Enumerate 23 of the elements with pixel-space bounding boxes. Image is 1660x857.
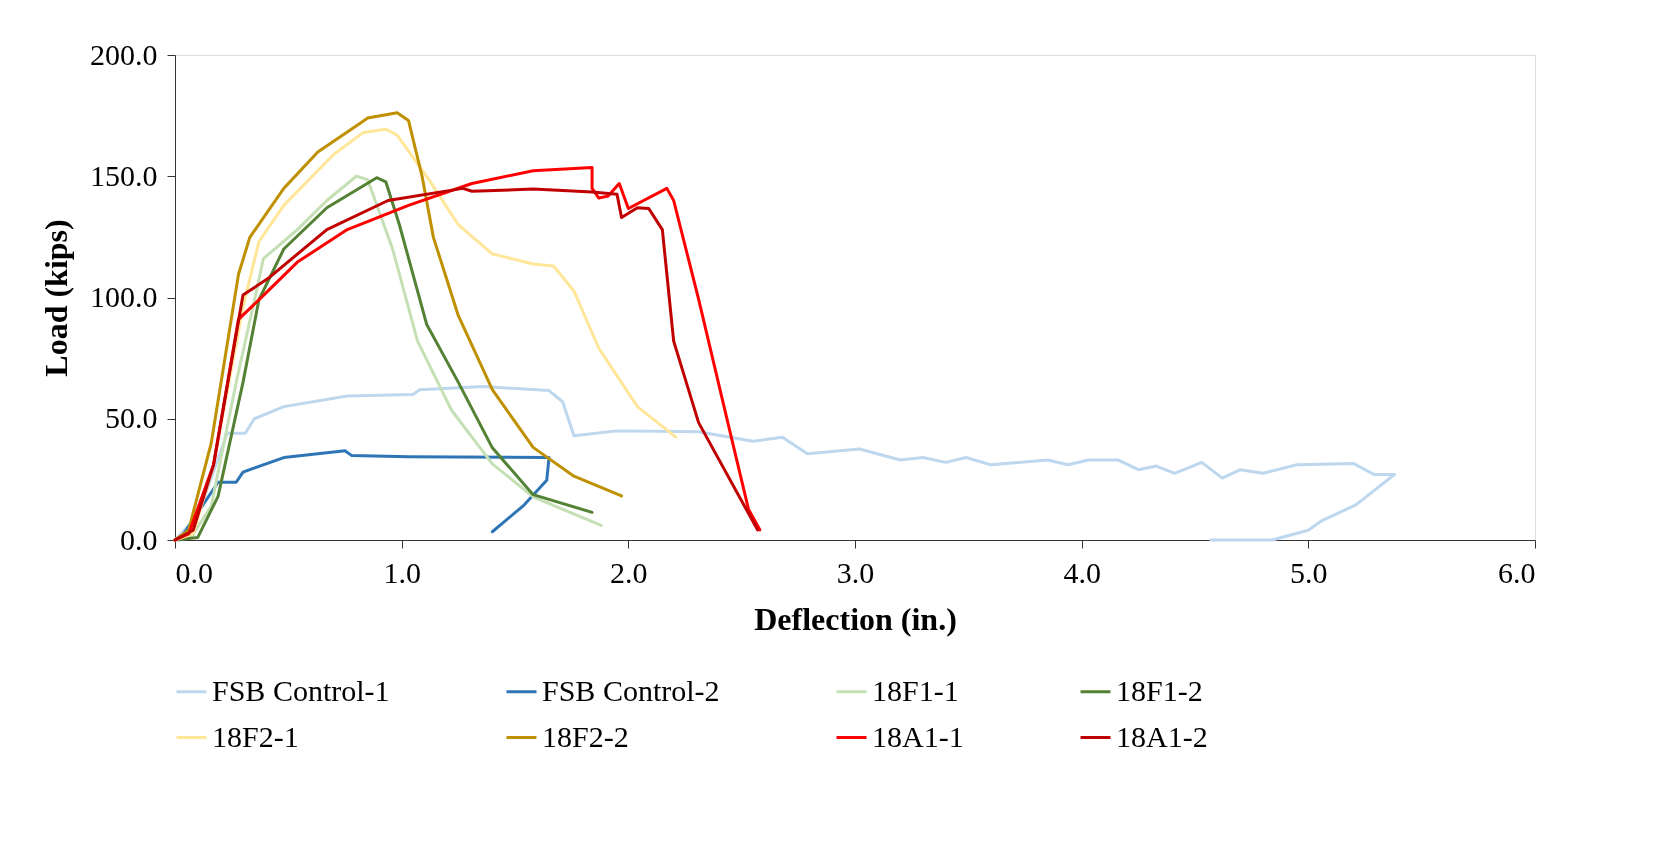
x-tick-label: 4.0 <box>1063 555 1101 589</box>
line-series <box>173 385 1396 542</box>
x-tick-label: 5.0 <box>1290 555 1328 589</box>
x-axis-title: Deflection (in.) <box>754 600 957 637</box>
legend-label: 18F1-1 <box>872 673 959 707</box>
y-tick-label: 100.0 <box>90 280 158 313</box>
y-axis-title: Load (kips) <box>38 219 74 377</box>
legend-label: 18A1-1 <box>872 719 964 753</box>
y-tick-label: 0.0 <box>120 522 158 556</box>
x-tick-label: 3.0 <box>836 555 875 589</box>
x-tick-label: 2.0 <box>610 555 648 589</box>
x-tick-label: 6.0 <box>1498 555 1536 589</box>
legend-label: 18F2-1 <box>212 719 299 753</box>
y-tick-label: 150.0 <box>90 158 158 192</box>
legend-label: 18F2-2 <box>542 719 629 753</box>
legend-label: 18F1-2 <box>1116 673 1203 707</box>
x-tick-label: 0.0 <box>175 555 213 589</box>
y-tick-label: 200.0 <box>90 37 158 71</box>
y-tick-label: 50.0 <box>105 401 158 435</box>
legend-label: FSB Control-1 <box>212 673 390 707</box>
x-tick-label: 1.0 <box>383 555 421 589</box>
legend-label: 18A1-2 <box>1116 719 1208 753</box>
legend-label: FSB Control-2 <box>542 673 720 707</box>
